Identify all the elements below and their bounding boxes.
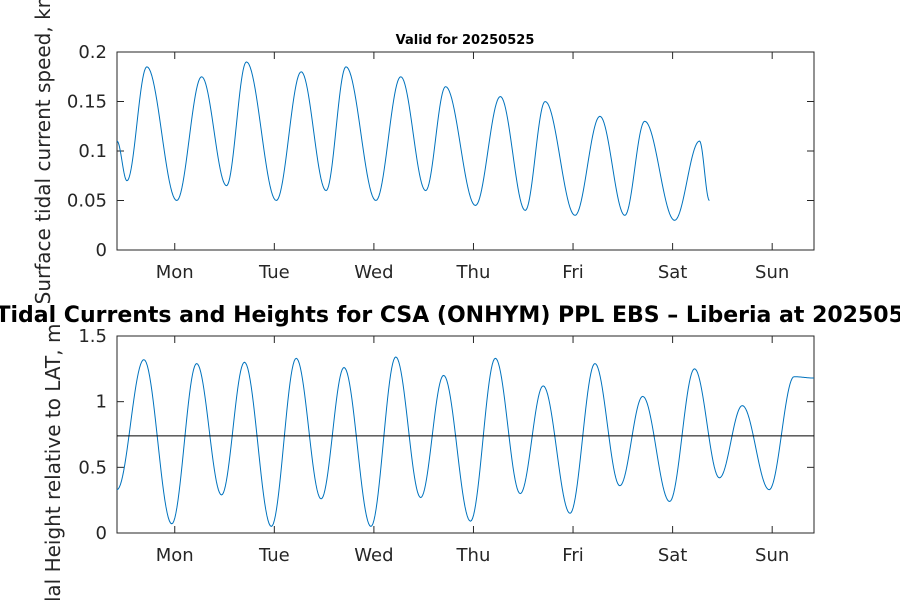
top-x-tick-label: Sun xyxy=(755,262,789,283)
top-x-tick-label: Sat xyxy=(658,262,688,283)
bottom-x-tick-label: Thu xyxy=(456,545,491,566)
top-y-tick-label: 0.2 xyxy=(78,42,107,63)
top-x-tick-label: Tue xyxy=(258,262,290,283)
top-y-axis-label: Surface tidal current speed, kn xyxy=(31,0,55,304)
bottom-y-tick-label: 0.5 xyxy=(78,457,107,478)
bottom-x-tick-label: Tue xyxy=(258,545,290,566)
top-x-tick-label: Fri xyxy=(562,262,583,283)
bottom-x-tick-label: Sat xyxy=(658,545,688,566)
top-y-tick-label: 0.1 xyxy=(78,141,107,162)
bottom-x-tick-label: Wed xyxy=(354,545,393,566)
bottom-y-tick-label: 1 xyxy=(96,392,107,413)
bottom-y-tick-label: 1.5 xyxy=(78,326,107,347)
bottom-plot-area xyxy=(116,335,815,534)
bottom-x-tick-label: Mon xyxy=(156,545,194,566)
top-plot-area xyxy=(116,51,815,251)
top-x-tick-label: Mon xyxy=(156,262,194,283)
top-x-tick-label: Thu xyxy=(456,262,491,283)
bottom-series-line xyxy=(116,356,815,528)
bottom-x-tick-label: Fri xyxy=(562,545,583,566)
bottom-y-tick-label: 0 xyxy=(96,523,107,544)
figure-title: Tidal Currents and Heights for CSA (ONHY… xyxy=(0,303,900,328)
bottom-y-axis-label: Tidal Height relative to LAT, m xyxy=(41,324,65,600)
bottom-x-tick-label: Sun xyxy=(755,545,789,566)
top-y-tick-label: 0.15 xyxy=(67,92,107,113)
bottom-chart-axes: 0 0.5 1 1.5 Mon Tue Wed Thu Fri Sat Sun xyxy=(78,326,815,566)
top-y-tick-label: 0 xyxy=(96,240,107,261)
top-chart-axes: 0 0.05 0.1 0.15 0.2 Mon Tue Wed Thu Fri Sat Sun xyxy=(67,42,815,283)
top-x-tick-label: Wed xyxy=(354,262,393,283)
top-chart-title: Valid for 20250525 xyxy=(396,33,535,48)
top-series-line xyxy=(116,61,710,221)
top-y-tick-label: 0.05 xyxy=(67,191,107,212)
